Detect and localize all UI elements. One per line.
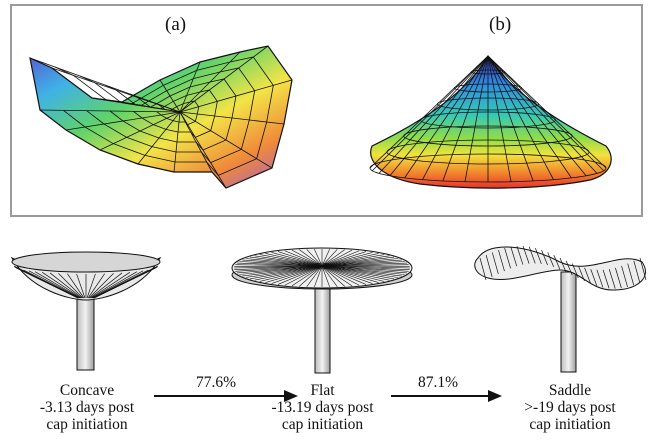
stage-suffix: cap initiation	[46, 416, 128, 433]
saddle-surface-icon	[29, 45, 293, 189]
stage-name: Concave	[59, 382, 115, 399]
stage-days: >-19 days post	[524, 399, 616, 416]
flat-mushroom-icon	[231, 247, 413, 374]
stage-saddle: Saddle >-19 days post cap initiation	[505, 382, 635, 433]
stage-name: Flat	[310, 382, 335, 399]
stage-name: Saddle	[548, 382, 592, 399]
stage-days: -3.13 days post	[39, 399, 135, 416]
concave-mushroom-icon	[10, 251, 162, 371]
stage-suffix: cap initiation	[281, 416, 364, 433]
saddle-mushroom-icon	[474, 245, 647, 373]
stage-concave: Concave -3.13 days post cap initiation	[22, 382, 152, 433]
transition-percent-2: 87.1%	[418, 374, 459, 391]
stage-suffix: cap initiation	[529, 416, 611, 433]
stage-days: -13.19 days post	[271, 399, 374, 416]
transition-percent-1: 77.6%	[196, 374, 237, 391]
panel-label-a: (a)	[165, 14, 187, 35]
stage-flat: Flat -13.19 days post cap initiation	[255, 382, 390, 433]
cone-surface-icon	[369, 54, 612, 189]
transition-arrow-2	[391, 390, 502, 402]
transition-arrow-1	[154, 390, 298, 402]
panel-label-b: (b)	[489, 14, 512, 35]
